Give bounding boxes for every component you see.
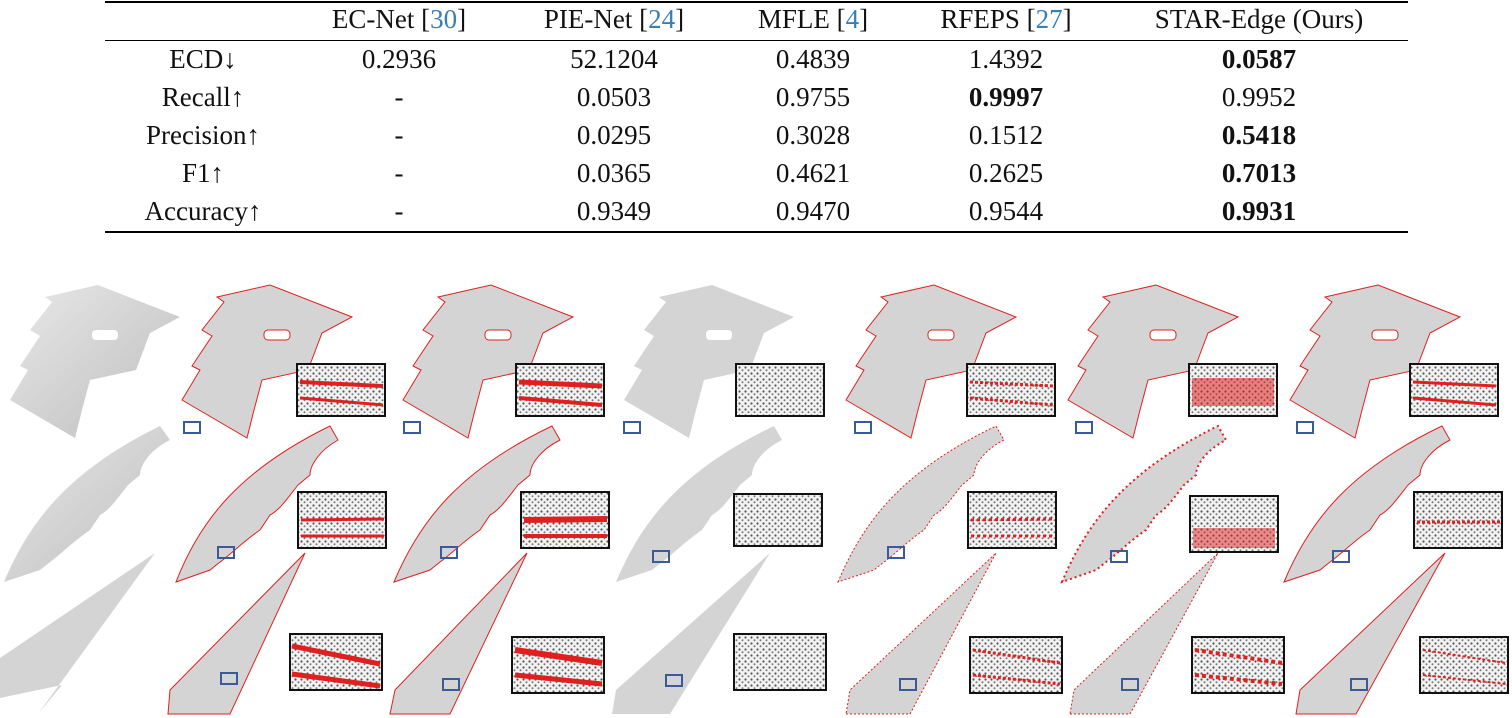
- table-cell: 0.1512: [968, 120, 1044, 150]
- table-cell-best: 0.5418: [1221, 120, 1297, 150]
- table-cell-best: 0.0587: [1221, 44, 1297, 74]
- shape-extra: [1289, 284, 1462, 439]
- table-cell: 0.0295: [576, 120, 652, 150]
- input-shape: [4, 426, 170, 582]
- comparison-figure-svg: [0, 284, 1509, 715]
- table-cell: -: [394, 82, 404, 112]
- results-table: EC-Net [30] PIE-Net [24] MFLE [4] RFEPS …: [0, 0, 1512, 240]
- citation-link[interactable]: 4: [845, 4, 860, 34]
- citation-link[interactable]: 27: [1035, 4, 1063, 34]
- qualitative-comparison-figure: [0, 270, 1512, 718]
- top-rule: [105, 1, 1408, 3]
- shape-star-edge: [1067, 284, 1240, 439]
- column-header-star-edge: STAR-Edge (Ours): [1154, 4, 1364, 34]
- input-shape: [10, 285, 180, 438]
- shape-ec-net: [181, 284, 354, 439]
- table-cell: 0.0503: [576, 82, 652, 112]
- table-cell: 0.4621: [775, 158, 851, 188]
- table-cell-best: 0.9931: [1221, 196, 1297, 226]
- bottom-rule: [105, 231, 1408, 233]
- input-shape: [0, 553, 155, 714]
- row-3-insets: [220, 633, 1509, 694]
- row-3-shapes: [0, 552, 1446, 715]
- column-header-pie-net: PIE-Net [24]: [543, 4, 685, 34]
- column-header-ec-net: EC-Net [30]: [331, 4, 467, 34]
- column-header-rfeps: RFEPS [27]: [940, 4, 1072, 34]
- shape-rfeps: [845, 284, 1018, 439]
- shape-pie-net: [402, 284, 575, 439]
- table-cell: -: [394, 158, 404, 188]
- metric-label: Accuracy↑: [144, 196, 262, 226]
- shape-mfle: [624, 285, 794, 438]
- row-1-shapes: [10, 284, 1462, 439]
- table-cell: 0.9544: [968, 196, 1044, 226]
- metric-label: F1↑: [181, 158, 225, 188]
- table-cell: 0.9755: [775, 82, 851, 112]
- header-rule: [105, 40, 1408, 41]
- table-cell: 0.9349: [576, 196, 652, 226]
- citation-link[interactable]: 24: [648, 4, 676, 34]
- table-cell: 0.2625: [968, 158, 1044, 188]
- table-cell: 52.1204: [570, 44, 658, 74]
- row-2-insets: [217, 491, 1503, 563]
- table-cell: 0.2936: [361, 44, 437, 74]
- table-cell-best: 0.9997: [968, 82, 1044, 112]
- metric-label: ECD↓: [169, 44, 237, 74]
- table-cell: 1.4392: [968, 44, 1044, 74]
- column-header-mfle: MFLE [4]: [757, 4, 869, 34]
- metric-label: Recall↑: [161, 82, 245, 112]
- row-2-shapes: [4, 424, 1451, 584]
- table-cell: 0.4839: [775, 44, 851, 74]
- table-cell: 0.0365: [576, 158, 652, 188]
- citation-link[interactable]: 30: [430, 4, 458, 34]
- table-cell: 0.9470: [775, 196, 851, 226]
- table-cell: -: [394, 120, 404, 150]
- table-cell: -: [394, 196, 404, 226]
- table-cell: 0.3028: [775, 120, 851, 150]
- row-1-insets: [183, 363, 1499, 434]
- metric-label: Precision↑: [146, 120, 260, 150]
- table-cell: 0.9952: [1221, 82, 1297, 112]
- table-cell-best: 0.7013: [1221, 158, 1297, 188]
